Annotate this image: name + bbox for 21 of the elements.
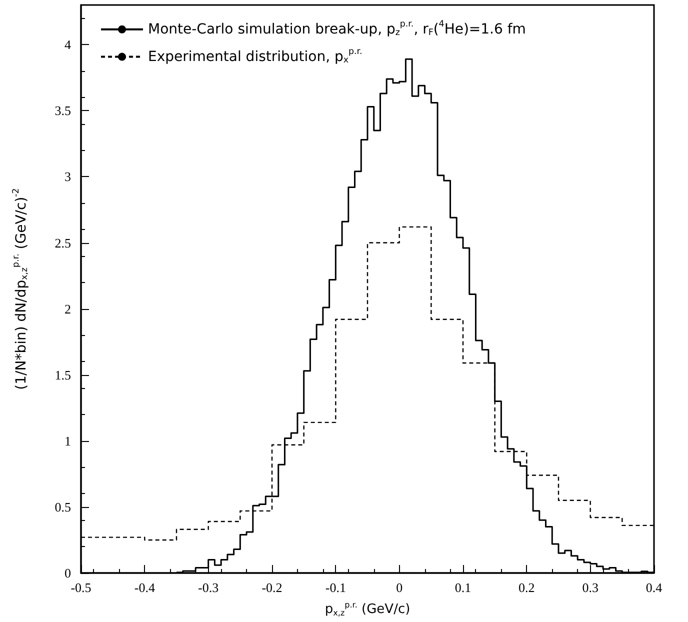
- y-tick-label: 3: [64, 169, 71, 184]
- x-tick-label: 0.3: [582, 580, 598, 595]
- y-tick-label: 2.5: [54, 235, 71, 250]
- x-tick-label: 0.2: [518, 580, 535, 595]
- x-tick-label: -0.3: [198, 580, 219, 595]
- y-tick-label: 0.5: [54, 499, 71, 514]
- y-tick-label: 0: [64, 566, 71, 580]
- y-tick-label: 3.5: [54, 103, 71, 118]
- x-tick-label: 0.4: [646, 580, 663, 595]
- x-tick-label: -0.5: [70, 580, 92, 595]
- y-tick-label: 1: [64, 433, 71, 448]
- x-tick-label: -0.1: [325, 580, 346, 595]
- x-axis-title: px,zp.r. (GeV/c): [324, 600, 410, 618]
- y-tick-label: 1.5: [54, 367, 71, 382]
- y-axis-title: (1/N*bin) dN/dpx,zp.r. (GeV/c)-2: [12, 188, 30, 390]
- x-tick-label: -0.4: [134, 580, 156, 595]
- y-tick-label: 4: [64, 37, 72, 52]
- y-tick-label: 2: [64, 301, 71, 316]
- x-tick-label: 0: [396, 580, 403, 595]
- x-tick-label: -0.2: [262, 580, 282, 595]
- x-tick-label: 0.1: [454, 580, 472, 595]
